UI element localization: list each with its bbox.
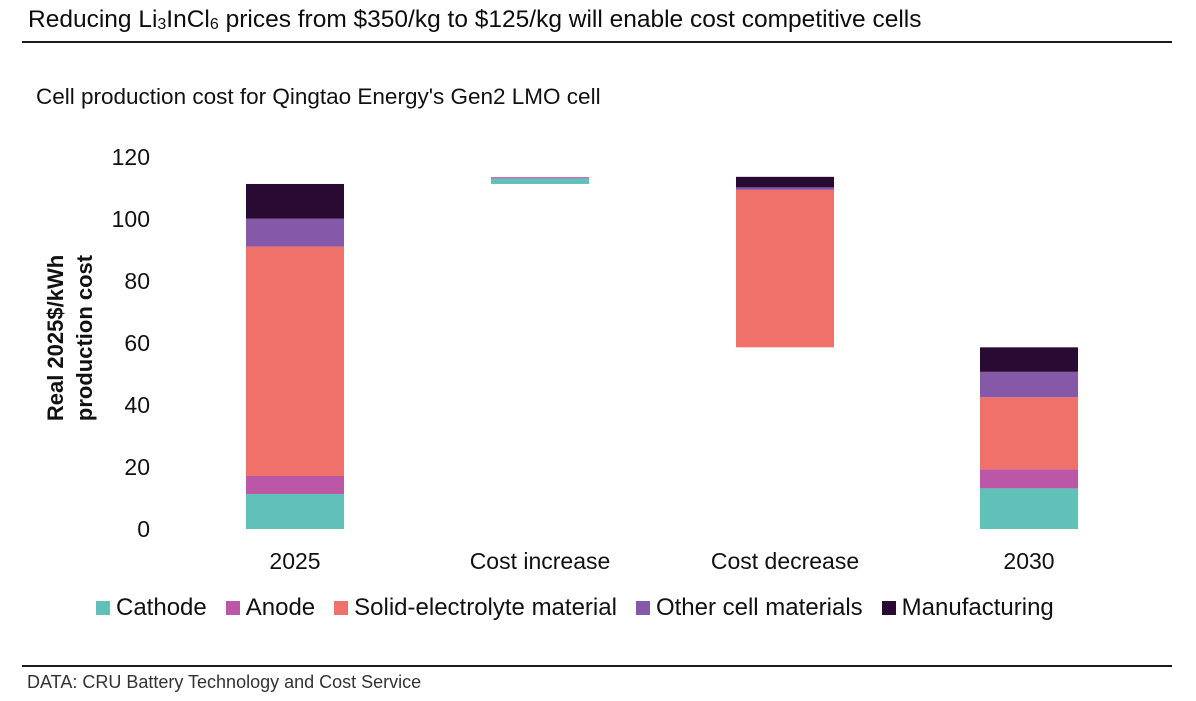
headline-suffix: prices from $350/kg to $125/kg will enab… bbox=[218, 6, 922, 33]
y-axis-label-line2: production cost bbox=[72, 254, 97, 421]
legend-label: Other cell materials bbox=[655, 594, 863, 621]
top-rule bbox=[22, 41, 1172, 43]
y-tick-label: 80 bbox=[124, 268, 150, 294]
headline-subscript-6: 6 bbox=[209, 16, 219, 33]
headline-prefix: Reducing Li bbox=[28, 6, 158, 33]
bottom-rule bbox=[22, 665, 1172, 667]
bar-segment-cathode bbox=[491, 178, 589, 184]
bar-segment-manufacturing bbox=[246, 183, 344, 219]
headline-formula: InCl bbox=[166, 6, 210, 33]
bar-segment-other-cell-materials bbox=[736, 187, 834, 190]
legend-item: Solid-electrolyte material bbox=[334, 594, 617, 622]
legend-item: Anode bbox=[225, 594, 316, 622]
y-axis-label-line1: Real 2025$/kWh bbox=[43, 255, 68, 421]
source-note: DATA: CRU Battery Technology and Cost Se… bbox=[27, 672, 422, 692]
bar-segment-anode bbox=[491, 177, 589, 179]
headline-subscript-3: 3 bbox=[157, 16, 167, 33]
headline: Reducing Li3InCl6 prices from $350/kg to… bbox=[28, 6, 921, 34]
legend-swatch bbox=[96, 601, 110, 615]
bar-segment-solid-electrolyte-material bbox=[736, 189, 834, 348]
bar-segment-anode bbox=[246, 475, 344, 494]
legend: Cathode Anode Solid-electrolyte material Ot… bbox=[96, 594, 1073, 622]
legend-label: Manufacturing bbox=[901, 594, 1054, 621]
bar-segment-anode bbox=[980, 469, 1078, 489]
y-tick-label: 60 bbox=[124, 330, 150, 356]
bar-segment-cathode bbox=[246, 493, 344, 529]
legend-item: Cathode bbox=[96, 594, 207, 622]
bar-segment-solid-electrolyte-material bbox=[246, 246, 344, 476]
legend-label: Solid-electrolyte material bbox=[354, 594, 617, 621]
legend-swatch bbox=[225, 601, 240, 615]
legend-label: Anode bbox=[245, 594, 316, 621]
legend-swatch bbox=[881, 601, 896, 615]
bar-segment-other-cell-materials bbox=[980, 371, 1078, 398]
legend-label: Cathode bbox=[116, 594, 207, 621]
legend-swatch bbox=[334, 601, 349, 615]
chart-title: Cell production cost for Qingtao Energy'… bbox=[36, 84, 601, 109]
y-tick-label: 0 bbox=[137, 516, 150, 542]
bar-segment-manufacturing bbox=[736, 176, 834, 188]
bar-segment-cathode bbox=[980, 488, 1078, 529]
y-tick-label: 120 bbox=[112, 144, 150, 170]
y-tick-label: 40 bbox=[124, 392, 150, 418]
legend-item: Manufacturing bbox=[881, 594, 1054, 622]
x-tick-label: Cost decrease bbox=[711, 548, 859, 574]
y-tick-label: 100 bbox=[112, 206, 150, 232]
x-tick-label: 2025 bbox=[269, 548, 320, 574]
legend-swatch bbox=[635, 601, 650, 615]
x-tick-label: Cost increase bbox=[470, 548, 611, 574]
bar-segment-manufacturing bbox=[980, 347, 1078, 372]
y-tick-label: 20 bbox=[124, 454, 150, 480]
bar-segment-other-cell-materials bbox=[246, 218, 344, 247]
legend-item: Other cell materials bbox=[635, 594, 863, 622]
bar-segment-solid-electrolyte-material bbox=[980, 397, 1078, 470]
x-tick-label: 2030 bbox=[1003, 548, 1054, 574]
